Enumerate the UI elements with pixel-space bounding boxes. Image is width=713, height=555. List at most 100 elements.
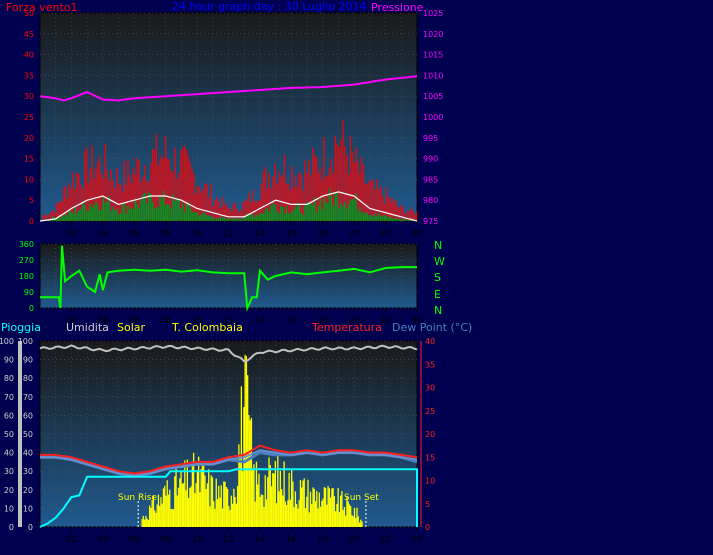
y-tick-label-rain: 30 <box>4 467 14 476</box>
y-tick-label-rain: 0 <box>9 523 14 532</box>
y-tick-label-right: 1000 <box>423 113 443 122</box>
y-tick-label-left: 10 <box>24 175 34 184</box>
solar-title: Solar <box>117 321 146 334</box>
y-tick-label-left: 10 <box>23 504 33 513</box>
colombaia-title: T. Colombaia <box>171 321 243 334</box>
sun-set-label: Sun Set <box>344 493 379 503</box>
y-tick-label-left: 70 <box>23 393 33 402</box>
y-tick-label-right: 35 <box>425 360 435 369</box>
y-tick-label-rain: 100 <box>0 337 14 346</box>
x-tick-label: 22 <box>380 229 391 239</box>
x-tick-label: 00 <box>411 316 423 326</box>
wind-avg-line <box>39 191 418 222</box>
x-tick-label: 04 <box>97 229 109 239</box>
x-tick-label: 10 <box>191 535 203 545</box>
y-tick-label-left: 100 <box>18 337 33 346</box>
direction-label-e: E <box>434 288 441 301</box>
y-tick-label-rain: 10 <box>4 504 14 513</box>
y-tick-label-left: 15 <box>24 155 34 164</box>
x-tick-label: 12 <box>223 316 234 326</box>
y-tick-label-right: 985 <box>423 175 438 184</box>
y-tick-label-left: 5 <box>29 196 34 205</box>
x-tick-label: 06 <box>129 535 141 545</box>
y-tick-label-right: 30 <box>425 384 435 393</box>
x-tick-label: 18 <box>317 535 329 545</box>
x-tick-label: 14 <box>254 229 266 239</box>
wind-direction-line <box>40 245 417 312</box>
y-tick-label-right: 975 <box>423 217 438 226</box>
rain-line <box>39 468 418 528</box>
y-tick-label-left: 30 <box>23 467 33 476</box>
y-tick-label-right: 990 <box>423 155 438 164</box>
x-tick-label: 18 <box>317 229 329 239</box>
rain-scale-bar <box>18 341 22 527</box>
y-tick-label-left: 0 <box>28 523 33 532</box>
y-tick-label-left: 45 <box>24 30 34 39</box>
x-tick-label: 22 <box>380 535 391 545</box>
y-tick-label-rain: 50 <box>4 430 14 439</box>
dew-point-title: Dew Point (°C) <box>392 321 472 334</box>
pressure-line <box>39 75 418 102</box>
temperature-title: Temperatura <box>311 321 382 334</box>
y-tick-label-right: 10 <box>425 477 435 486</box>
y-tick-label-right: 995 <box>423 134 438 143</box>
y-tick-label-left: 35 <box>24 71 34 80</box>
x-tick-label: 02 <box>66 229 77 239</box>
sun-rise-label: Sun Rise <box>118 493 157 503</box>
x-tick-label: 04 <box>97 535 109 545</box>
humidity-title: Umidita <box>66 321 109 334</box>
y-tick-label-left: 0 <box>29 304 34 313</box>
y-tick-label-right: 980 <box>423 196 438 205</box>
x-tick-label: 22 <box>380 316 391 326</box>
y-tick-label-right: 0 <box>425 523 430 532</box>
y-tick-label-left: 25 <box>24 113 34 122</box>
y-tick-label-right: 1025 <box>423 9 443 18</box>
y-tick-label-left: 60 <box>23 411 33 420</box>
x-tick-label: 16 <box>286 229 298 239</box>
y-tick-label-rain: 20 <box>4 486 14 495</box>
y-tick-label-right: 20 <box>425 430 435 439</box>
y-tick-label-left: 270 <box>19 256 34 265</box>
x-tick-label: 06 <box>129 316 141 326</box>
y-tick-label-left: 90 <box>23 356 33 365</box>
x-tick-label: 10 <box>191 316 203 326</box>
direction-label-n2: N <box>434 304 442 317</box>
x-tick-label: 16 <box>286 316 298 326</box>
x-tick-label: 20 <box>348 229 360 239</box>
y-tick-label-left: 20 <box>23 486 33 495</box>
pressure-title: Pressione <box>371 1 424 14</box>
x-tick-label: 02 <box>66 535 77 545</box>
y-tick-label-right: 1010 <box>423 71 443 80</box>
y-tick-label-right: 25 <box>425 407 435 416</box>
x-tick-label: 00 <box>411 229 423 239</box>
x-tick-label: 20 <box>348 535 360 545</box>
y-tick-label-rain: 80 <box>4 374 14 383</box>
y-tick-label-right: 1020 <box>423 30 443 39</box>
y-tick-label-right: 5 <box>425 500 430 509</box>
x-tick-label: 00 <box>411 535 423 545</box>
x-tick-label: 14 <box>254 316 266 326</box>
temperature-line <box>40 444 418 475</box>
humidity-line <box>39 344 418 363</box>
x-tick-label: 10 <box>191 229 203 239</box>
y-tick-label-left: 50 <box>23 430 33 439</box>
x-tick-label: 08 <box>160 229 172 239</box>
chart-main-title: 24 hour graph day : 30 Luglio 2014 <box>172 0 367 13</box>
x-tick-label: 18 <box>317 316 329 326</box>
direction-label-s: S <box>434 271 441 284</box>
y-tick-label-left: 180 <box>19 272 34 281</box>
x-tick-label: 02 <box>66 316 77 326</box>
y-tick-label-right: 1005 <box>423 92 443 101</box>
direction-label-n1: N <box>434 239 442 252</box>
y-tick-label-right: 15 <box>425 453 435 462</box>
x-tick-label: 08 <box>160 535 172 545</box>
y-tick-label-left: 40 <box>24 51 34 60</box>
wind-speed-title: Forza vento1 <box>6 1 78 14</box>
direction-label-w: W <box>434 255 445 268</box>
x-tick-label: 12 <box>223 535 234 545</box>
y-tick-label-rain: 60 <box>4 411 14 420</box>
y-tick-label-left: 360 <box>19 240 34 249</box>
y-tick-label-rain: 90 <box>4 356 14 365</box>
